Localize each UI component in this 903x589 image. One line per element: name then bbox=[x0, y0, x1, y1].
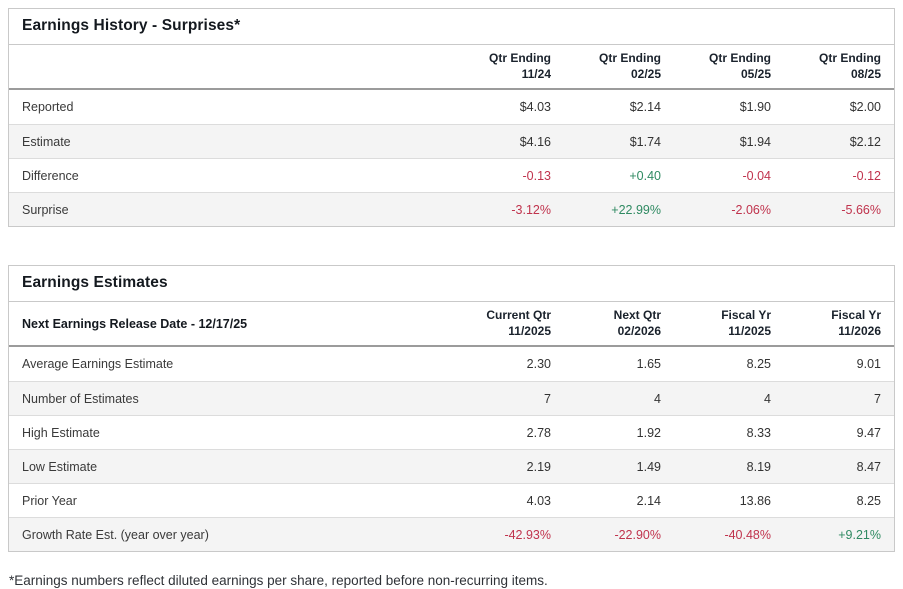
cell-value: 4 bbox=[654, 391, 661, 406]
column-header: Qtr Ending 05/25 bbox=[709, 51, 771, 81]
row-label: Reported bbox=[22, 100, 74, 115]
row-label: Growth Rate Est. (year over year) bbox=[22, 527, 209, 542]
cell-value: -40.48% bbox=[724, 527, 771, 542]
cell-value: -0.12 bbox=[852, 168, 882, 183]
column-header: Fiscal Yr 11/2026 bbox=[831, 308, 881, 338]
cell-value: $2.00 bbox=[849, 100, 881, 115]
column-header: Qtr Ending 08/25 bbox=[819, 51, 881, 81]
cell-value: -22.90% bbox=[614, 527, 661, 542]
cell-value: 8.33 bbox=[746, 425, 771, 440]
cell-value: $4.16 bbox=[519, 134, 551, 149]
row-label: High Estimate bbox=[22, 425, 100, 440]
cell-value: 2.19 bbox=[526, 459, 551, 474]
table-header-row: Qtr Ending 11/24 Qtr Ending 02/25 Qtr Ending… bbox=[9, 45, 894, 91]
table-header-label: Next Earnings Release Date - 12/17/25 bbox=[22, 316, 248, 331]
cell-value: -3.12% bbox=[511, 202, 551, 217]
cell-value: 9.01 bbox=[856, 357, 881, 372]
cell-value: 8.47 bbox=[856, 459, 881, 474]
table-row: Number of Estimates 7 4 4 7 bbox=[9, 381, 894, 416]
cell-value: $1.90 bbox=[739, 100, 771, 115]
cell-value: $1.94 bbox=[739, 134, 771, 149]
table-row: Average Earnings Estimate 2.30 1.65 8.25 9.0… bbox=[9, 347, 894, 381]
table-title: Earnings History - Surprises* bbox=[9, 9, 894, 45]
column-header: Next Qtr 02/2026 bbox=[613, 308, 661, 338]
cell-value: -42.93% bbox=[504, 527, 551, 542]
cell-value: 13.86 bbox=[739, 493, 771, 508]
earnings-estimates-table: Earnings Estimates Next Earnings Release… bbox=[8, 265, 895, 553]
earnings-footnote: *Earnings numbers reflect diluted earnin… bbox=[9, 573, 548, 589]
cell-value: $1.74 bbox=[629, 134, 661, 149]
row-label: Low Estimate bbox=[22, 459, 98, 474]
cell-value: 4.03 bbox=[526, 493, 551, 508]
table-title: Earnings Estimates bbox=[9, 266, 894, 303]
cell-value: +0.40 bbox=[629, 168, 661, 183]
cell-value: 4 bbox=[764, 391, 771, 406]
cell-value: -5.66% bbox=[841, 202, 881, 217]
row-label: Number of Estimates bbox=[22, 391, 139, 406]
table-row: High Estimate 2.78 1.92 8.33 9.47 bbox=[9, 415, 894, 449]
table-body: Average Earnings Estimate 2.30 1.65 8.25 9.0… bbox=[9, 347, 894, 552]
table-body: Reported $4.03 $2.14 $1.90 $2.00 Estimate $4.1… bbox=[9, 90, 894, 227]
cell-value: 2.78 bbox=[526, 425, 551, 440]
cell-value: 1.49 bbox=[636, 459, 661, 474]
table-row: Reported $4.03 $2.14 $1.90 $2.00 bbox=[9, 90, 894, 124]
cell-value: 1.65 bbox=[636, 357, 661, 372]
cell-value: 8.25 bbox=[746, 357, 771, 372]
cell-value: +9.21% bbox=[838, 527, 881, 542]
column-header: Fiscal Yr 11/2025 bbox=[721, 308, 771, 338]
table-row: Low Estimate 2.19 1.49 8.19 8.47 bbox=[9, 449, 894, 484]
cell-value: +22.99% bbox=[611, 202, 661, 217]
cell-value: $2.14 bbox=[629, 100, 661, 115]
row-label: Estimate bbox=[22, 134, 71, 149]
cell-value: $2.12 bbox=[849, 134, 881, 149]
row-label: Average Earnings Estimate bbox=[22, 357, 174, 372]
column-header: Qtr Ending 02/25 bbox=[599, 51, 661, 81]
cell-value: -2.06% bbox=[731, 202, 771, 217]
row-label: Difference bbox=[22, 168, 79, 183]
cell-value: $4.03 bbox=[519, 100, 551, 115]
column-header: Current Qtr 11/2025 bbox=[486, 308, 551, 338]
column-header: Qtr Ending 11/24 bbox=[489, 51, 551, 81]
cell-value: 2.14 bbox=[636, 493, 661, 508]
table-row: Growth Rate Est. (year over year) -42.93%… bbox=[9, 517, 894, 552]
row-label: Surprise bbox=[22, 202, 69, 217]
table-row: Estimate $4.16 $1.74 $1.94 $2.12 bbox=[9, 124, 894, 159]
cell-value: 9.47 bbox=[856, 425, 881, 440]
cell-value: 2.30 bbox=[526, 357, 551, 372]
table-row: Difference -0.13 +0.40 -0.04 -0.12 bbox=[9, 158, 894, 192]
cell-value: 7 bbox=[874, 391, 881, 406]
table-header-row: Next Earnings Release Date - 12/17/25 Cur… bbox=[9, 302, 894, 348]
row-label: Prior Year bbox=[22, 493, 77, 508]
cell-value: 8.19 bbox=[746, 459, 771, 474]
table-row: Surprise -3.12% +22.99% -2.06% -5.66% bbox=[9, 192, 894, 227]
cell-value: -0.04 bbox=[742, 168, 772, 183]
cell-value: 8.25 bbox=[856, 493, 881, 508]
cell-value: 1.92 bbox=[636, 425, 661, 440]
cell-value: -0.13 bbox=[522, 168, 552, 183]
earnings-history-surprises-table: Earnings History - Surprises* Qtr Ending… bbox=[8, 8, 895, 228]
cell-value: 7 bbox=[544, 391, 551, 406]
table-row: Prior Year 4.03 2.14 13.86 8.25 bbox=[9, 483, 894, 517]
